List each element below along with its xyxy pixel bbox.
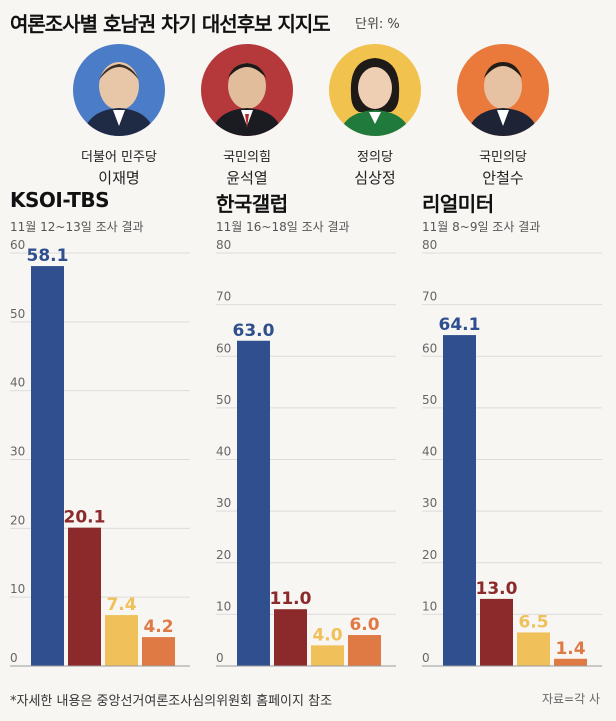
value-label: 6.5 [518, 612, 548, 632]
avatar [73, 44, 165, 136]
candidate-lee: 더불어 민주당 이재명 [57, 44, 181, 188]
party-label: 더불어 민주당 [81, 150, 157, 165]
bar-3 [105, 615, 138, 666]
bar-2 [480, 598, 513, 666]
value-label: 1.4 [555, 639, 585, 659]
chart-title: 여론조사별 호남권 차기 대선후보 지지도 [10, 12, 331, 36]
y-tick-label: 80 [216, 238, 231, 252]
value-label: 58.1 [27, 246, 69, 266]
avatar [201, 44, 293, 136]
candidate-name: 심상정 [354, 169, 396, 187]
candidate-name: 이재명 [98, 169, 140, 187]
bar-3 [311, 645, 344, 666]
y-tick-label: 60 [10, 238, 25, 252]
y-tick-label: 0 [422, 651, 430, 665]
y-tick-label: 20 [216, 548, 231, 562]
poll-date-ksoi: 11월 12~13일 조사 결과 [10, 220, 144, 234]
value-label: 11.0 [270, 589, 312, 609]
value-label: 64.1 [439, 315, 481, 335]
bar-2 [274, 609, 307, 666]
y-tick-label: 0 [216, 651, 224, 665]
y-tick-label: 80 [422, 238, 437, 252]
poll-date-gallup: 11월 16~18일 조사 결과 [216, 220, 350, 234]
y-tick-label: 70 [216, 290, 231, 304]
poll-title-gallup: 한국갤럽 [216, 192, 288, 216]
bar-1 [237, 340, 270, 666]
y-tick-label: 40 [422, 445, 437, 459]
avatar [329, 44, 421, 136]
poll-title-realmeter: 리얼미터 [422, 192, 494, 216]
poll-date-realmeter: 11월 8~9일 조사 결과 [422, 220, 541, 234]
y-tick-label: 30 [422, 496, 437, 510]
value-label: 4.0 [312, 625, 342, 645]
poll-title-ksoi: KSOI-TBS [10, 188, 110, 212]
value-label: 4.2 [143, 617, 173, 637]
candidate-yoon: 국민의힘 윤석열 [185, 44, 309, 188]
party-label: 국민의힘 [223, 150, 271, 165]
candidate-name: 윤석열 [226, 169, 268, 187]
party-label: 국민의당 [479, 150, 527, 165]
y-tick-label: 70 [422, 290, 437, 304]
portrait-icon [73, 44, 165, 136]
y-tick-label: 10 [10, 582, 25, 596]
bar-3 [517, 632, 550, 666]
portrait-icon [457, 44, 549, 136]
value-label: 63.0 [233, 321, 275, 341]
footnote: *자세한 내용은 중앙선거여론조사심의위원회 홈페이지 참조 [10, 694, 333, 709]
value-label: 6.0 [349, 615, 379, 635]
portrait-icon [201, 44, 293, 136]
y-tick-label: 50 [10, 307, 25, 321]
y-tick-label: 50 [422, 393, 437, 407]
value-label: 7.4 [106, 595, 136, 615]
y-tick-label: 20 [10, 513, 25, 527]
value-label: 13.0 [476, 579, 518, 599]
y-tick-label: 40 [216, 445, 231, 459]
candidate-name: 안철수 [482, 169, 524, 187]
source-label: 자료=각 사 [541, 692, 600, 706]
y-tick-label: 20 [422, 548, 437, 562]
candidate-sim: 정의당 심상정 [313, 44, 437, 188]
value-label: 20.1 [64, 508, 106, 528]
y-tick-label: 60 [216, 341, 231, 355]
candidate-ahn: 국민의당 안철수 [441, 44, 565, 188]
y-tick-label: 10 [422, 599, 437, 613]
y-tick-label: 30 [216, 496, 231, 510]
bar-1 [31, 266, 64, 666]
y-tick-label: 60 [422, 341, 437, 355]
y-tick-label: 50 [216, 393, 231, 407]
avatar [457, 44, 549, 136]
party-label: 정의당 [357, 150, 393, 165]
y-tick-label: 40 [10, 376, 25, 390]
y-tick-label: 0 [10, 651, 18, 665]
bar-4 [554, 658, 587, 666]
bar-4 [142, 637, 175, 666]
bar-2 [68, 527, 101, 666]
bar-4 [348, 635, 381, 666]
bar-1 [443, 335, 476, 666]
portrait-icon [329, 44, 421, 136]
unit-label: 단위: % [355, 17, 400, 32]
y-tick-label: 10 [216, 599, 231, 613]
y-tick-label: 30 [10, 445, 25, 459]
